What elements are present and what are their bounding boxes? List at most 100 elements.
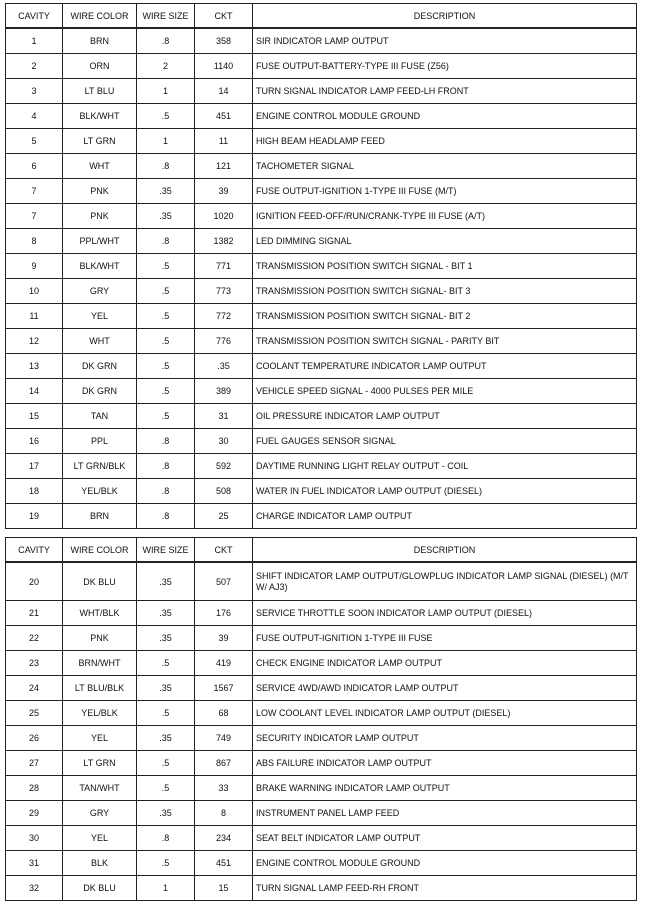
- cell-wire-size: .8: [136, 453, 195, 479]
- cell-ckt: 30: [194, 428, 253, 454]
- cell-ckt: 776: [194, 328, 253, 354]
- cell-cavity: 28: [5, 775, 63, 801]
- cell-wire-color: YEL: [62, 825, 137, 851]
- cell-cavity: 32: [5, 875, 63, 901]
- cell-ckt: 507: [194, 561, 253, 601]
- cell-description: CHARGE INDICATOR LAMP OUTPUT: [252, 503, 637, 529]
- cell-ckt: 15: [194, 875, 253, 901]
- cell-wire-size: .5: [136, 278, 195, 304]
- table-row: 20 DK BLU .35 507 SHIFT INDICATOR LAMP OUTPU…: [5, 561, 637, 601]
- cell-wire-color: LT BLU/BLK: [62, 675, 137, 701]
- cell-cavity: 4: [5, 103, 63, 129]
- cell-wire-color: LT GRN/BLK: [62, 453, 137, 479]
- cell-wire-size: .5: [136, 403, 195, 429]
- cell-wire-size: 1: [136, 78, 195, 104]
- table-row: 25 YEL/BLK .5 68 LOW COOLANT LEVEL INDICATOR…: [5, 700, 637, 726]
- header-cavity: CAVITY: [5, 3, 63, 29]
- table-row: 31 BLK .5 451 ENGINE CONTROL MODULE GROUND: [5, 850, 637, 876]
- table-row: 7 PNK .35 39 FUSE OUTPUT-IGNITION 1-TYPE III…: [5, 178, 637, 204]
- cell-wire-color: WHT: [62, 153, 137, 179]
- table-row: 18 YEL/BLK .8 508 WATER IN FUEL INDICATOR LA…: [5, 478, 637, 504]
- cell-cavity: 31: [5, 850, 63, 876]
- cell-cavity: 3: [5, 78, 63, 104]
- table-row: 32 DK BLU 1 15 TURN SIGNAL LAMP FEED-RH FRON…: [5, 875, 637, 901]
- cell-ckt: 31: [194, 403, 253, 429]
- header-ckt: CKT: [194, 3, 253, 29]
- cell-wire-color: DK GRN: [62, 378, 137, 404]
- cell-wire-size: .8: [136, 503, 195, 529]
- cell-wire-size: .8: [136, 428, 195, 454]
- cell-description: SHIFT INDICATOR LAMP OUTPUT/GLOWPLUG IND…: [252, 561, 637, 601]
- cell-description: DAYTIME RUNNING LIGHT RELAY OUTPUT - COI…: [252, 453, 637, 479]
- cell-description: HIGH BEAM HEADLAMP FEED: [252, 128, 637, 154]
- cell-ckt: 772: [194, 303, 253, 329]
- table-header: CAVITY WIRE COLOR WIRE SIZE CKT DESCRIPT…: [5, 537, 637, 563]
- cell-cavity: 25: [5, 700, 63, 726]
- cell-wire-color: BRN/WHT: [62, 650, 137, 676]
- cell-ckt: 11: [194, 128, 253, 154]
- cell-cavity: 17: [5, 453, 63, 479]
- cell-wire-color: BLK/WHT: [62, 253, 137, 279]
- cell-wire-color: PNK: [62, 178, 137, 204]
- cell-wire-size: 1: [136, 128, 195, 154]
- cell-cavity: 26: [5, 725, 63, 751]
- table-row: 14 DK GRN .5 389 VEHICLE SPEED SIGNAL - 4000…: [5, 378, 637, 404]
- cell-description: ENGINE CONTROL MODULE GROUND: [252, 850, 637, 876]
- cell-ckt: 358: [194, 27, 253, 54]
- cell-cavity: 1: [5, 27, 63, 54]
- cell-cavity: 19: [5, 503, 63, 529]
- connector-table-2: CAVITY WIRE COLOR WIRE SIZE CKT DESCRIPT…: [5, 537, 637, 901]
- table-row: 15 TAN .5 31 OIL PRESSURE INDICATOR LAMP OUT…: [5, 403, 637, 429]
- cell-wire-color: LT GRN: [62, 750, 137, 776]
- table-row: 2 ORN 2 1140 FUSE OUTPUT-BATTERY-TYPE III FU…: [5, 53, 637, 79]
- cell-ckt: 234: [194, 825, 253, 851]
- cell-wire-color: GRY: [62, 800, 137, 826]
- cell-description: IGNITION FEED-OFF/RUN/CRANK-TYPE III FUS…: [252, 203, 637, 229]
- cell-cavity: 22: [5, 625, 63, 651]
- cell-wire-color: YEL: [62, 303, 137, 329]
- cell-cavity: 11: [5, 303, 63, 329]
- table-row: 5 LT GRN 1 11 HIGH BEAM HEADLAMP FEED: [5, 128, 637, 154]
- header-ckt: CKT: [194, 537, 253, 563]
- cell-description: TURN SIGNAL INDICATOR LAMP FEED-LH FRONT: [252, 78, 637, 104]
- table-row: 21 WHT/BLK .35 176 SERVICE THROTTLE SOON IND…: [5, 600, 637, 626]
- cell-ckt: 451: [194, 103, 253, 129]
- cell-ckt: 419: [194, 650, 253, 676]
- cell-ckt: 1382: [194, 228, 253, 254]
- connector-table-1: CAVITY WIRE COLOR WIRE SIZE CKT DESCRIPT…: [5, 3, 637, 529]
- cell-description: CHECK ENGINE INDICATOR LAMP OUTPUT: [252, 650, 637, 676]
- cell-cavity: 10: [5, 278, 63, 304]
- cell-wire-color: YEL/BLK: [62, 700, 137, 726]
- cell-wire-size: .35: [136, 675, 195, 701]
- cell-cavity: 23: [5, 650, 63, 676]
- cell-ckt: 14: [194, 78, 253, 104]
- cell-description: FUSE OUTPUT-BATTERY-TYPE III FUSE (Z56): [252, 53, 637, 79]
- cell-cavity: 30: [5, 825, 63, 851]
- table-row: 29 GRY .35 8 INSTRUMENT PANEL LAMP FEED: [5, 800, 637, 826]
- cell-description: FUSE OUTPUT-IGNITION 1-TYPE III FUSE (M/…: [252, 178, 637, 204]
- header-wire-color: WIRE COLOR: [62, 537, 137, 563]
- cell-description: SERVICE THROTTLE SOON INDICATOR LAMP OUT…: [252, 600, 637, 626]
- table-row: 8 PPL/WHT .8 1382 LED DIMMING SIGNAL: [5, 228, 637, 254]
- cell-wire-size: .8: [136, 153, 195, 179]
- cell-wire-size: .5: [136, 775, 195, 801]
- cell-cavity: 2: [5, 53, 63, 79]
- cell-wire-size: .35: [136, 800, 195, 826]
- table-row: 3 LT BLU 1 14 TURN SIGNAL INDICATOR LAMP FEE…: [5, 78, 637, 104]
- cell-wire-color: BRN: [62, 27, 137, 54]
- cell-wire-size: .35: [136, 725, 195, 751]
- cell-ckt: 25: [194, 503, 253, 529]
- cell-ckt: 592: [194, 453, 253, 479]
- table-row: 19 BRN .8 25 CHARGE INDICATOR LAMP OUTPUT: [5, 503, 637, 529]
- cell-wire-color: DK BLU: [62, 561, 137, 601]
- cell-description: TRANSMISSION POSITION SWITCH SIGNAL - BI…: [252, 253, 637, 279]
- table-row: 28 TAN/WHT .5 33 BRAKE WARNING INDICATOR LAM…: [5, 775, 637, 801]
- cell-description: TACHOMETER SIGNAL: [252, 153, 637, 179]
- cell-wire-color: LT GRN: [62, 128, 137, 154]
- cell-ckt: 771: [194, 253, 253, 279]
- cell-ckt: .35: [194, 353, 253, 379]
- table-row: 1 BRN .8 358 SIR INDICATOR LAMP OUTPUT: [5, 27, 637, 54]
- cell-description: BRAKE WARNING INDICATOR LAMP OUTPUT: [252, 775, 637, 801]
- cell-ckt: 867: [194, 750, 253, 776]
- cell-ckt: 773: [194, 278, 253, 304]
